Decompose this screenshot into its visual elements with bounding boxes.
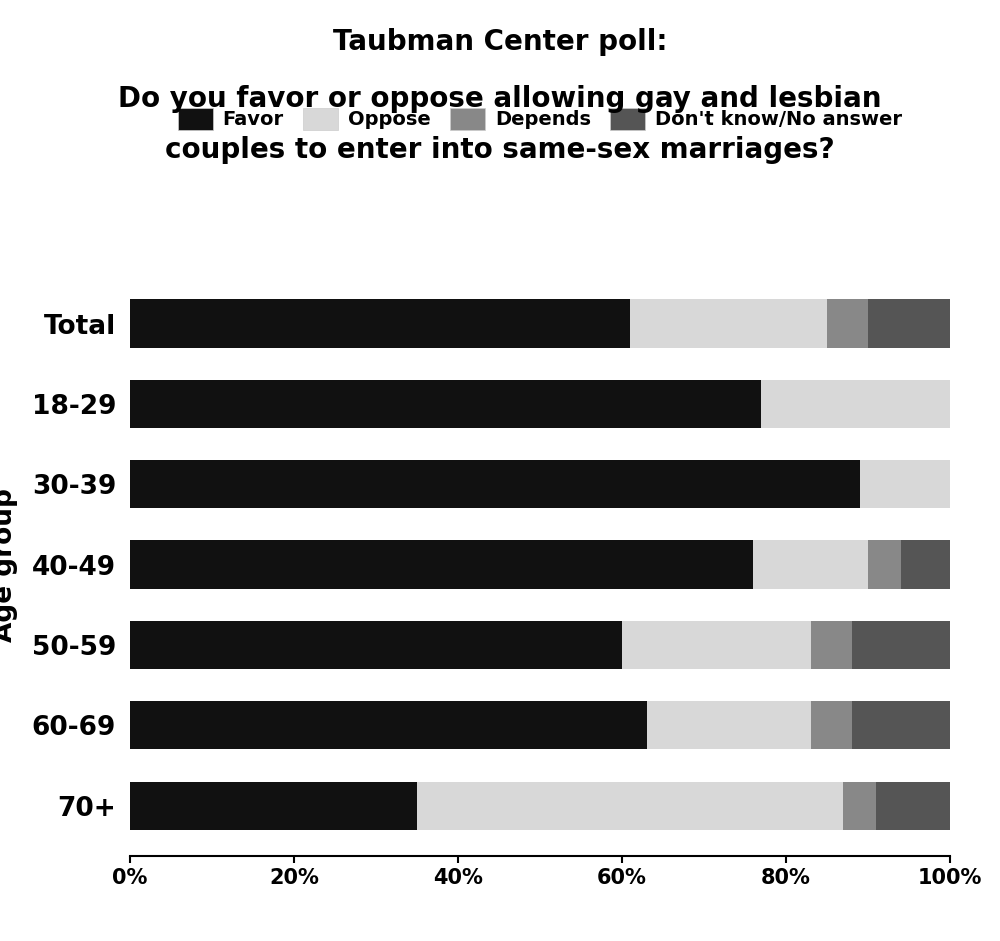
Bar [868, 540, 901, 589]
Legend: Favor, Oppose, Depends, Don't know/No answer: Favor, Oppose, Depends, Don't know/No an… [178, 107, 902, 130]
Bar [860, 460, 950, 508]
Y-axis label: Age group: Age group [0, 487, 18, 642]
Text: Do you favor or oppose allowing gay and lesbian: Do you favor or oppose allowing gay and … [118, 85, 882, 113]
Bar [630, 299, 827, 347]
Bar [130, 782, 417, 830]
Bar [130, 540, 753, 589]
Bar [852, 621, 950, 669]
Bar [811, 701, 852, 749]
Bar [852, 701, 950, 749]
Bar [753, 540, 868, 589]
Bar [761, 380, 950, 428]
Bar [868, 299, 950, 347]
Bar [417, 782, 843, 830]
Bar [622, 621, 811, 669]
Bar [876, 782, 950, 830]
Bar [130, 460, 860, 508]
Bar [130, 701, 647, 749]
Bar [130, 380, 761, 428]
Bar [843, 782, 876, 830]
Bar [130, 621, 622, 669]
Bar [827, 299, 868, 347]
Bar [901, 540, 950, 589]
Bar [811, 621, 852, 669]
Bar [130, 299, 630, 347]
Text: couples to enter into same-sex marriages?: couples to enter into same-sex marriages… [165, 136, 835, 165]
Bar [647, 701, 811, 749]
Text: Taubman Center poll:: Taubman Center poll: [333, 28, 667, 56]
